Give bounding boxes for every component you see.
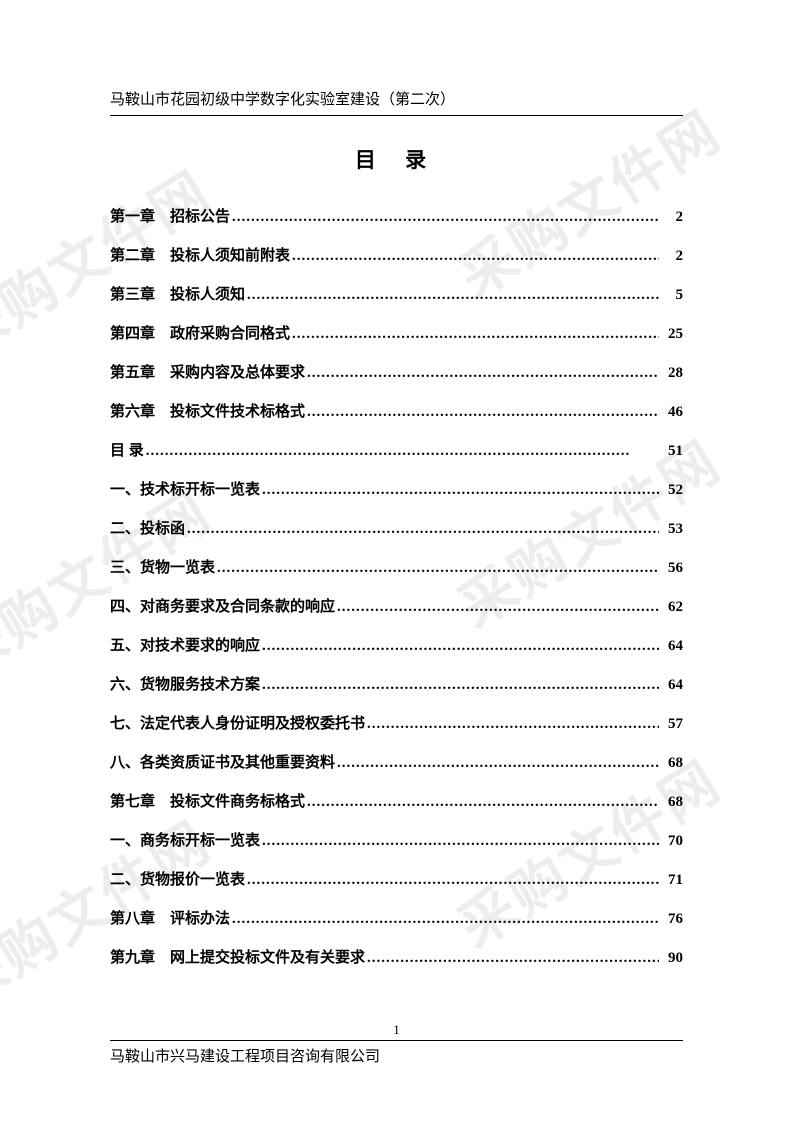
toc-item-page: 2 [659, 249, 683, 264]
toc-dots: ........................................… [335, 600, 659, 615]
toc-item-page: 52 [659, 483, 683, 498]
toc-item: 第八章 评标办法 ...............................… [110, 900, 683, 939]
toc-item-label: 七、法定代表人身份证明及授权委托书 [110, 717, 365, 732]
toc-item: 第六章 投标文件技术标格式 ..........................… [110, 393, 683, 432]
toc-item-page: 46 [659, 405, 683, 420]
toc-item: 第三章 投标人须知 ..............................… [110, 276, 683, 315]
toc-dots: ........................................… [365, 951, 659, 966]
toc-item-label: 一、商务标开标一览表 [110, 834, 260, 849]
toc-item-label: 第二章 投标人须知前附表 [110, 249, 290, 264]
toc-item: 八、各类资质证书及其他重要资料 ........................… [110, 744, 683, 783]
toc-dots: ........................................… [215, 561, 659, 576]
toc-item-page: 62 [659, 600, 683, 615]
toc-item: 六、货物服务技术方案 .............................… [110, 666, 683, 705]
toc-dots: ........................................… [305, 366, 659, 381]
toc-item-label: 第一章 招标公告 [110, 210, 230, 225]
toc-item-page: 70 [659, 834, 683, 849]
toc-item: 二、货物报价一览表 ..............................… [110, 861, 683, 900]
toc-item-page: 64 [659, 678, 683, 693]
toc-item-page: 25 [659, 327, 683, 342]
toc-item-label: 第九章 网上提交投标文件及有关要求 [110, 951, 365, 966]
toc-item: 第一章 招标公告 ...............................… [110, 198, 683, 237]
toc-dots: ........................................… [185, 522, 659, 537]
toc-dots: ........................................… [335, 756, 659, 771]
toc-item: 四、对商务要求及合同条款的响应 ........................… [110, 588, 683, 627]
toc-item-label: 二、投标函 [110, 522, 185, 537]
toc-item-page: 53 [659, 522, 683, 537]
toc-dots: ........................................… [245, 288, 659, 303]
toc-item-label: 五、对技术要求的响应 [110, 639, 260, 654]
footer-company: 马鞍山市兴马建设工程项目咨询有限公司 [110, 1049, 380, 1065]
toc-item-label: 第六章 投标文件技术标格式 [110, 405, 305, 420]
toc-item: 第五章 采购内容及总体要求 ..........................… [110, 354, 683, 393]
toc-dots: ........................................… [245, 873, 659, 888]
toc-item-page: 56 [659, 561, 683, 576]
toc-item-label: 第七章 投标文件商务标格式 [110, 795, 305, 810]
toc-item-page: 5 [659, 288, 683, 303]
toc-dots: ........................................… [260, 678, 659, 693]
toc-title: 目 录 [110, 144, 683, 174]
toc-item-label: 六、货物服务技术方案 [110, 678, 260, 693]
toc-item-page: 2 [659, 210, 683, 225]
toc-item: 二、投标函 ..................................… [110, 510, 683, 549]
toc-item-label: 第四章 政府采购合同格式 [110, 327, 290, 342]
toc-item-label: 第八章 评标办法 [110, 912, 230, 927]
toc-item-label: 第三章 投标人须知 [110, 288, 245, 303]
toc-list: 第一章 招标公告 ...............................… [110, 198, 683, 978]
toc-item: 三、货物一览表 ................................… [110, 549, 683, 588]
toc-item-page: 76 [659, 912, 683, 927]
toc-dots: ........................................… [290, 327, 659, 342]
toc-item: 一、商务标开标一览表 .............................… [110, 822, 683, 861]
toc-dots: ........................................… [260, 834, 659, 849]
toc-item-label: 八、各类资质证书及其他重要资料 [110, 756, 335, 771]
toc-item-label: 二、货物报价一览表 [110, 873, 245, 888]
toc-item-page: 68 [659, 795, 683, 810]
toc-item-label: 三、货物一览表 [110, 561, 215, 576]
toc-item: 第九章 网上提交投标文件及有关要求 ......................… [110, 939, 683, 978]
toc-item-label: 目 录 [110, 444, 144, 459]
toc-item: 第四章 政府采购合同格式 ...........................… [110, 315, 683, 354]
toc-item: 七、法定代表人身份证明及授权委托书 ......................… [110, 705, 683, 744]
page-content: 马鞍山市花园初级中学数字化实验室建设（第二次） 目 录 第一章 招标公告 ...… [110, 88, 683, 978]
toc-item: 五、对技术要求的响应 .............................… [110, 627, 683, 666]
toc-dots: ........................................… [260, 639, 659, 654]
toc-item: 第二章 投标人须知前附表 ...........................… [110, 237, 683, 276]
toc-item-page: 57 [659, 717, 683, 732]
toc-dots: ........................................… [305, 795, 659, 810]
toc-dots: ........................................… [365, 717, 659, 732]
toc-item-label: 第五章 采购内容及总体要求 [110, 366, 305, 381]
toc-dots: ........................................… [230, 912, 659, 927]
toc-dots: ........................................… [290, 249, 659, 264]
toc-item-page: 28 [659, 366, 683, 381]
toc-item-page: 64 [659, 639, 683, 654]
toc-item-label: 四、对商务要求及合同条款的响应 [110, 600, 335, 615]
toc-item: 第七章 投标文件商务标格式 ..........................… [110, 783, 683, 822]
header-title: 马鞍山市花园初级中学数字化实验室建设（第二次） [110, 92, 455, 108]
page-number: 1 [110, 1022, 683, 1038]
toc-item-page: 71 [659, 873, 683, 888]
document-footer: 1 马鞍山市兴马建设工程项目咨询有限公司 [110, 1022, 683, 1066]
toc-dots: ........................................… [144, 444, 659, 459]
document-header: 马鞍山市花园初级中学数字化实验室建设（第二次） [110, 88, 683, 116]
toc-item-page: 90 [659, 951, 683, 966]
toc-item-label: 一、技术标开标一览表 [110, 483, 260, 498]
toc-dots: ........................................… [305, 405, 659, 420]
toc-item: 目 录 ....................................… [110, 432, 683, 471]
toc-item-page: 68 [659, 756, 683, 771]
toc-dots: ........................................… [230, 210, 659, 225]
toc-dots: ........................................… [260, 483, 659, 498]
footer-divider: 马鞍山市兴马建设工程项目咨询有限公司 [110, 1040, 683, 1066]
toc-item: 一、技术标开标一览表 .............................… [110, 471, 683, 510]
toc-item-page: 51 [659, 444, 683, 459]
